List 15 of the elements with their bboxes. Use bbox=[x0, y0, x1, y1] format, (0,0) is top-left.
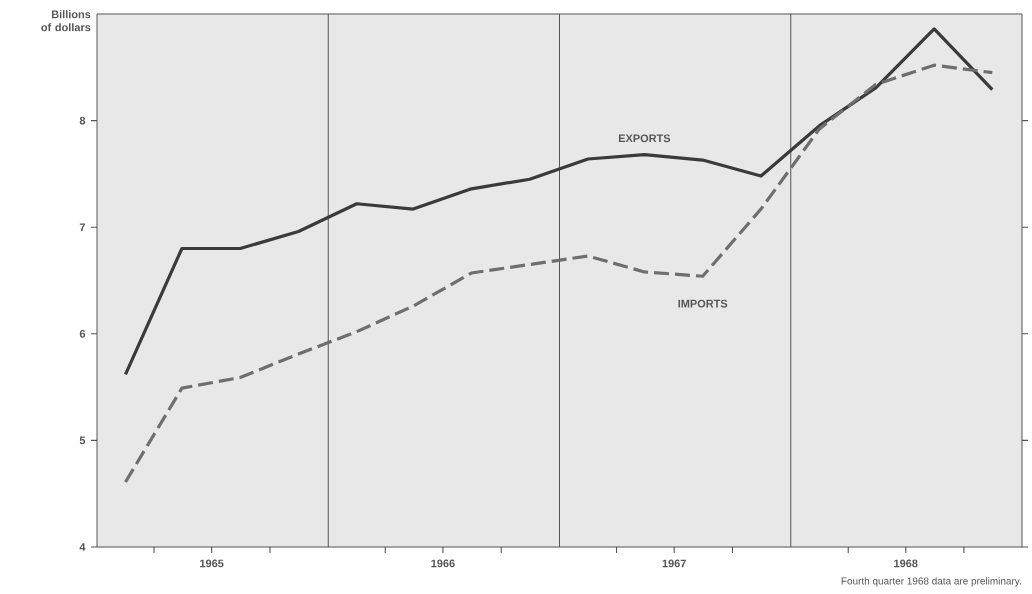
x-tick-label: 1966 bbox=[431, 559, 455, 568]
text: IMPORTS bbox=[678, 299, 728, 308]
y-tick-label: 6 bbox=[79, 329, 86, 338]
series-label: EXPORTS bbox=[618, 134, 671, 143]
line-series bbox=[123, 63, 994, 484]
y-tick-label: 5 bbox=[79, 436, 86, 445]
x-tick-label: 1968 bbox=[894, 559, 918, 568]
y-tick-label: 4 bbox=[79, 543, 86, 551]
y-axis-title: Billions of dollars bbox=[41, 10, 91, 32]
y-tick-label: 8 bbox=[79, 116, 86, 125]
x-tick-label: 1967 bbox=[662, 559, 686, 568]
line-series bbox=[123, 27, 994, 376]
text: Fourth quarter 1968 data are preliminary. bbox=[841, 577, 1021, 587]
x-tick-label: 1965 bbox=[200, 559, 224, 568]
y-tick-label: 7 bbox=[79, 223, 85, 231]
